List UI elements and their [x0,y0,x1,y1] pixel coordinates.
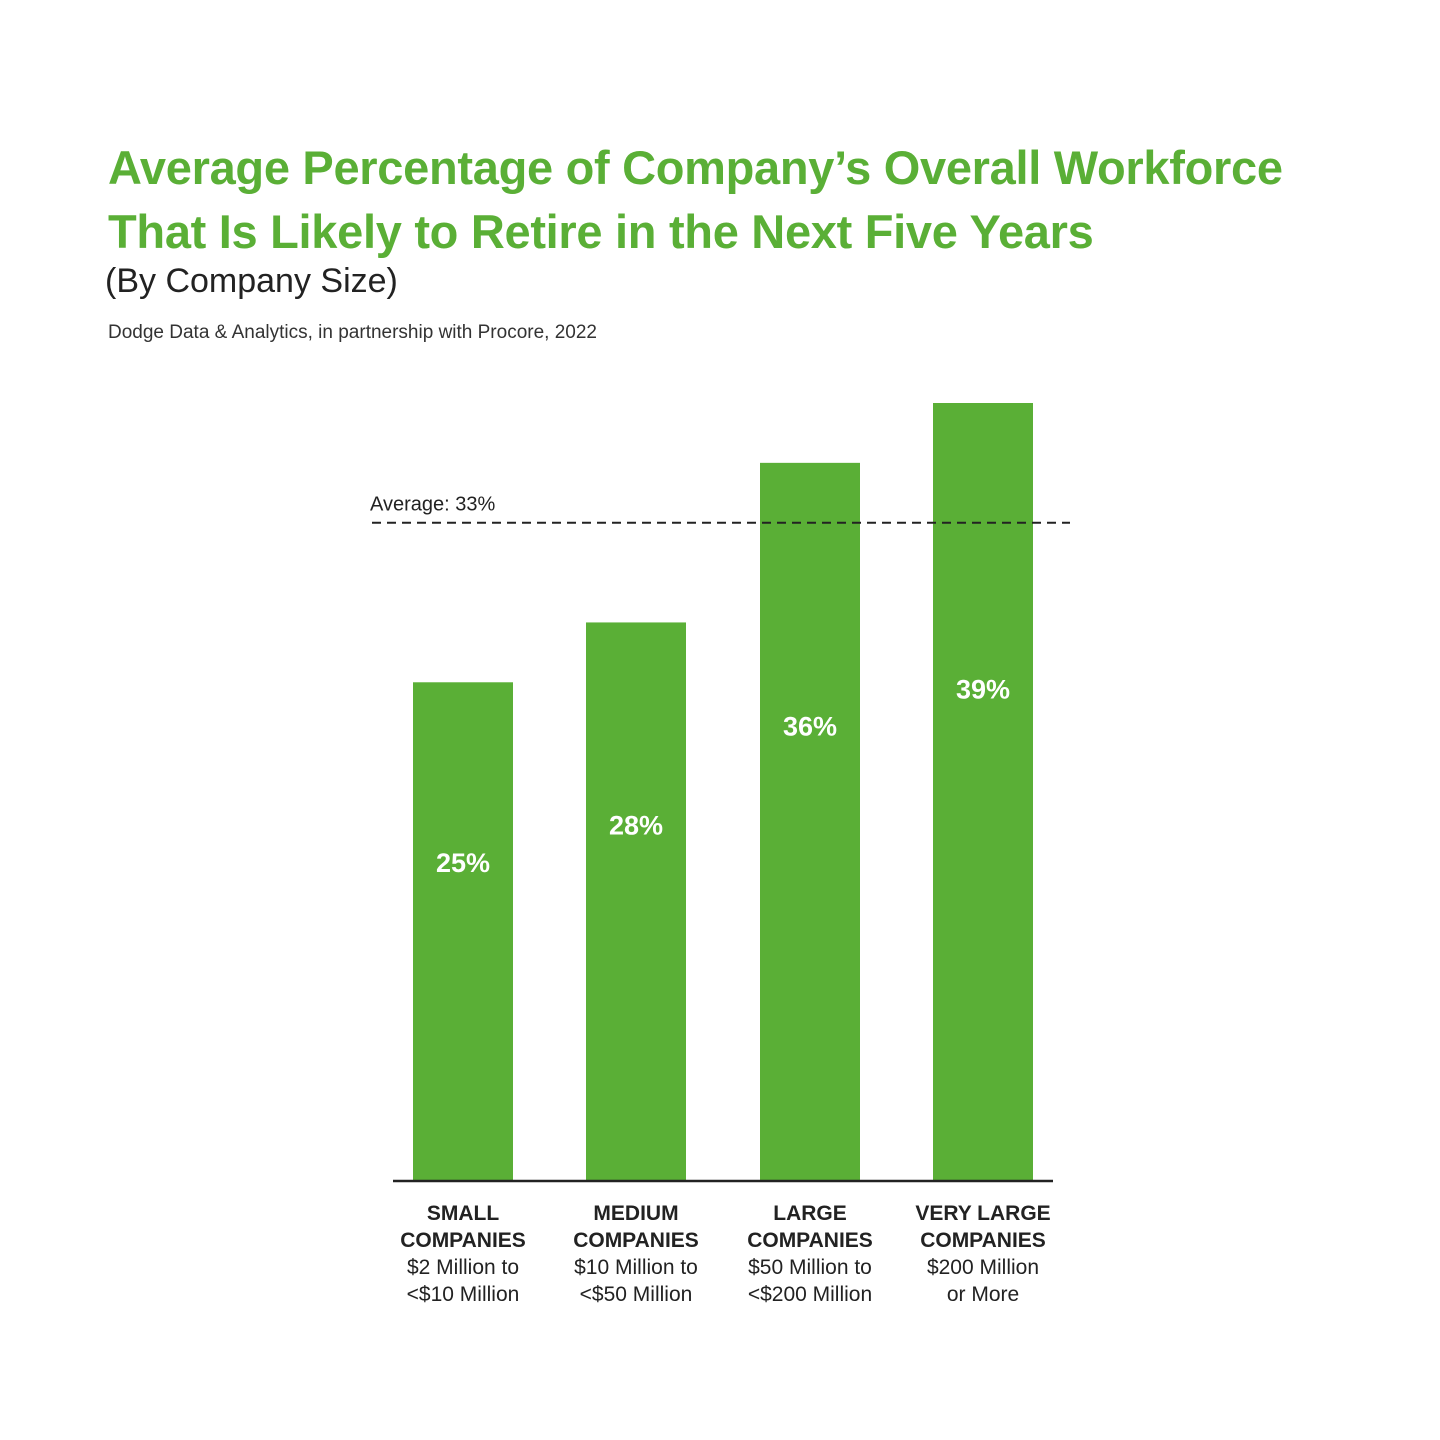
category-label-large: LARGE COMPANIES $50 Million to <$200 Mil… [720,1200,900,1308]
bar [413,682,513,1181]
bar-value-label: 25% [436,848,490,878]
category-name-line: VERY LARGE [915,1202,1051,1225]
category-range-line: $200 Million [926,1256,1040,1279]
category-range-line: <$200 Million [747,1283,873,1306]
category-range-line: $10 Million to [574,1256,698,1279]
bar [586,622,686,1181]
category-name-line: SMALL [426,1202,500,1225]
category-label-medium: MEDIUM COMPANIES $10 Million to <$50 Mil… [546,1200,726,1308]
category-range-line: $50 Million to [748,1256,872,1279]
chart-source: Dodge Data & Analytics, in partnership w… [108,322,597,343]
category-range-line: or More [946,1283,1020,1306]
category-name-line: COMPANIES [747,1229,873,1252]
category-name-line: MEDIUM [593,1202,679,1225]
chart-subtitle: (By Company Size) [105,262,398,300]
category-range-line: <$50 Million [579,1283,693,1306]
category-name-line: COMPANIES [400,1229,526,1252]
bar-value-label: 36% [783,712,837,742]
chart-title: Average Percentage of Company’s Overall … [108,136,1388,264]
bar-value-label: 39% [956,675,1010,705]
bar-value-label: 28% [609,811,663,841]
category-range-line: $2 Million to [406,1256,520,1279]
average-label: Average: 33% [370,494,495,516]
category-label-small: SMALL COMPANIES $2 Million to <$10 Milli… [373,1200,553,1308]
bar [760,462,860,1181]
chart-title-line-1: Average Percentage of Company’s Overall … [108,141,1283,194]
category-name-line: COMPANIES [920,1229,1046,1252]
category-name-line: LARGE [773,1202,847,1225]
category-label-very-large: VERY LARGE COMPANIES $200 Million or Mor… [893,1200,1073,1308]
category-name-line: COMPANIES [573,1229,699,1252]
category-range-line: <$10 Million [406,1283,520,1306]
chart-title-line-2: That Is Likely to Retire in the Next Fiv… [108,205,1094,258]
bar [933,403,1033,1181]
